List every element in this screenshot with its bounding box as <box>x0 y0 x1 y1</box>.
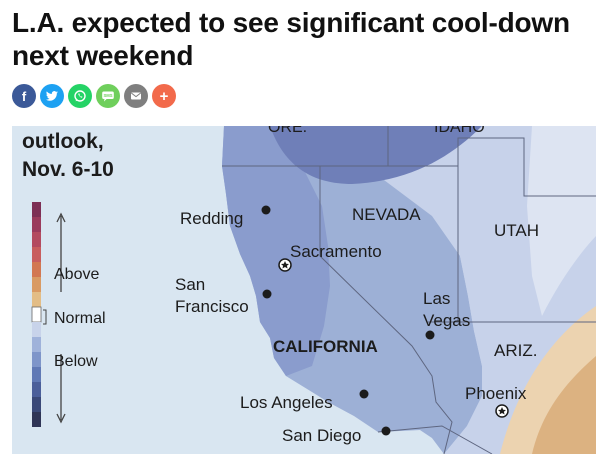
legend-swatch <box>32 232 41 247</box>
temperature-outlook-map: outlook, Nov. 6-10 Above Normal Below OR… <box>12 126 596 454</box>
state-label-idaho: IDAHO <box>434 126 485 136</box>
email-icon <box>130 92 142 100</box>
city-dot-los-angeles <box>359 389 369 399</box>
state-label-oregon: ORE. <box>268 126 307 136</box>
city-label-las-vegas-line2: Vegas <box>423 311 470 330</box>
legend-color-scale <box>31 202 42 427</box>
legend-swatch <box>32 247 41 262</box>
state-label-california: CALIFORNIA <box>273 337 378 356</box>
map-title-line1: outlook, <box>22 130 104 153</box>
city-label-san-francisco-line1: San <box>175 275 205 294</box>
legend-down-arrow-icon <box>56 413 66 424</box>
whatsapp-share-button[interactable] <box>68 84 92 108</box>
below-normal-coastal-zone <box>222 126 330 376</box>
facebook-icon: f <box>22 89 27 103</box>
article-headline: L.A. expected to see significant cool-do… <box>12 7 570 71</box>
near-normal-light-zone <box>527 126 596 316</box>
more-share-button[interactable]: + <box>152 84 176 108</box>
legend-swatch <box>32 337 41 352</box>
map-title-line2: Nov. 6-10 <box>22 158 114 181</box>
map-title: outlook, Nov. 6-10 <box>22 130 114 181</box>
capital-star-icon-phoenix <box>495 404 509 418</box>
legend-up-arrow-icon <box>56 212 66 223</box>
city-label-sacramento: Sacramento <box>290 242 382 261</box>
city-dot-san-francisco <box>262 289 272 299</box>
city-label-las-vegas-line1: Las <box>423 289 450 308</box>
city-dot-redding <box>261 205 271 215</box>
city-dot-san-diego <box>381 426 391 436</box>
legend-swatch <box>32 367 41 382</box>
city-label-san-francisco-line2: Francisco <box>175 297 249 316</box>
legend-swatch <box>32 322 41 337</box>
legend-swatch <box>32 277 41 292</box>
legend-swatch <box>32 262 41 277</box>
facebook-share-button[interactable]: f <box>12 84 36 108</box>
sms-icon: SMS <box>102 91 114 102</box>
outlook-map: outlook, Nov. 6-10 Above Normal Below OR… <box>12 126 596 454</box>
legend-swatch <box>32 352 41 367</box>
legend-normal-bracket <box>43 309 47 325</box>
whatsapp-icon <box>74 90 86 102</box>
legend-above-label: Above <box>54 266 99 283</box>
state-label-arizona: ARIZ. <box>494 341 537 360</box>
legend-swatch <box>31 306 42 323</box>
city-dot-las-vegas <box>425 330 435 340</box>
legend-swatch <box>32 202 41 217</box>
plus-icon: + <box>160 89 169 103</box>
city-label-san-diego: San Diego <box>282 426 361 445</box>
city-label-los-angeles: Los Angeles <box>240 393 333 412</box>
legend-swatch <box>32 292 41 307</box>
state-label-utah: UTAH <box>494 221 539 240</box>
sms-share-button[interactable]: SMS <box>96 84 120 108</box>
city-label-phoenix: Phoenix <box>465 384 527 403</box>
legend-swatch <box>32 397 41 412</box>
svg-text:+: + <box>160 89 169 103</box>
state-borders <box>222 126 596 454</box>
twitter-icon <box>46 91 58 101</box>
legend-swatch <box>32 412 41 427</box>
legend-below-label: Below <box>54 353 98 370</box>
city-label-redding: Redding <box>180 209 243 228</box>
legend-swatch <box>32 217 41 232</box>
much-below-normal-zone <box>270 126 482 184</box>
above-normal-strong-zone <box>532 356 596 454</box>
legend-swatch <box>32 382 41 397</box>
legend: Above Normal Below <box>31 202 106 427</box>
state-label-nevada: NEVADA <box>352 205 421 224</box>
share-bar: f SMS + <box>12 84 176 110</box>
twitter-share-button[interactable] <box>40 84 64 108</box>
svg-text:f: f <box>22 89 27 103</box>
email-share-button[interactable] <box>124 84 148 108</box>
legend-normal-label: Normal <box>54 310 106 327</box>
svg-text:SMS: SMS <box>103 93 112 98</box>
capital-star-icon-sacramento <box>278 258 292 272</box>
